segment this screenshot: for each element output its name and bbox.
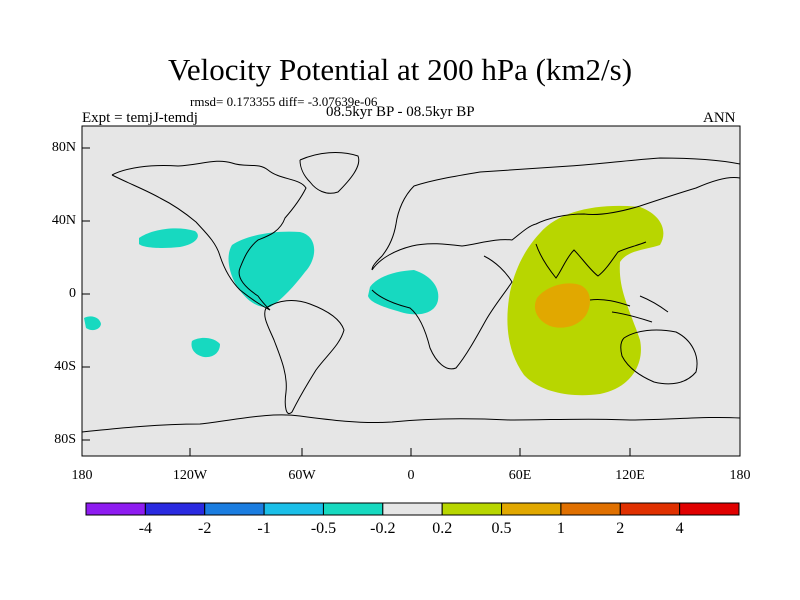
coast-south-america xyxy=(264,300,345,414)
lat-label-0: 0 xyxy=(69,286,76,301)
region-north-pacific xyxy=(139,228,198,248)
colorbar-label: 4 xyxy=(675,520,684,537)
coast-australia xyxy=(620,329,698,385)
colorbar-box xyxy=(619,502,681,516)
colorbar-box xyxy=(679,502,740,516)
colorbar xyxy=(85,502,740,516)
colorbar-box xyxy=(560,502,621,516)
colorbar-box xyxy=(263,502,324,516)
colorbar-box xyxy=(322,502,384,516)
colorbar-label: 1 xyxy=(556,520,565,537)
colorbar-label: -2 xyxy=(198,520,212,537)
lat-label-40n: 40N xyxy=(51,213,76,228)
colorbar-box xyxy=(204,502,265,516)
season-label: ANN xyxy=(703,110,736,126)
coast-africa-eurasia xyxy=(371,157,741,271)
lon-label-180e: 180 xyxy=(729,468,751,483)
map-title: Velocity Potential at 200 hPa (km2/s) xyxy=(167,52,633,87)
coast-africa-south xyxy=(371,255,513,370)
period-label: 08.5kyr BP - 08.5kyr BP xyxy=(326,104,475,120)
lat-label-80n: 80N xyxy=(51,140,76,155)
colorbar-label: 0.5 xyxy=(491,520,512,537)
coast-greenland xyxy=(299,152,360,194)
coast-maritime-continent xyxy=(589,295,669,323)
colorbar-label: -4 xyxy=(138,520,153,537)
lon-label-60w: 60W xyxy=(288,468,316,483)
coast-south-asia xyxy=(535,241,647,279)
lon-label-60e: 60E xyxy=(508,468,532,483)
colorbar-box xyxy=(85,502,146,516)
region-indian-ocean-strong xyxy=(534,283,590,328)
colorbar-box xyxy=(382,502,443,516)
stats-line: rmsd= 0.173355 diff= -3.07639e-06 xyxy=(190,94,378,109)
colorbar-label: -0.5 xyxy=(310,520,337,537)
coast-north-america xyxy=(111,160,307,311)
positive-anomaly-region xyxy=(507,205,664,396)
lon-label-120e: 120E xyxy=(615,468,645,483)
coastlines xyxy=(81,152,741,433)
map-ticks xyxy=(82,147,631,456)
experiment-label: Expt = temjJ-temdj xyxy=(82,110,198,126)
colorbar-label: 2 xyxy=(616,520,625,537)
negative-anomaly-regions xyxy=(84,228,439,358)
lon-label-120w: 120W xyxy=(172,468,208,483)
lon-label-0: 0 xyxy=(407,468,415,483)
lat-label-80s: 80S xyxy=(54,432,76,447)
region-south-pacific-west xyxy=(84,316,101,331)
coast-antarctica xyxy=(81,414,741,433)
colorbar-label: -1 xyxy=(257,520,271,537)
colorbar-label: -0.2 xyxy=(370,520,396,537)
colorbar-box xyxy=(441,502,503,516)
region-central-america xyxy=(228,231,315,308)
lat-label-40s: 40S xyxy=(54,359,76,374)
colorbar-label: 0.2 xyxy=(432,520,453,537)
lon-label-180w: 180 xyxy=(71,468,93,483)
colorbar-box xyxy=(501,502,562,516)
region-atlantic-africa xyxy=(368,270,439,315)
region-south-pacific xyxy=(191,337,220,358)
colorbar-box xyxy=(144,502,206,516)
